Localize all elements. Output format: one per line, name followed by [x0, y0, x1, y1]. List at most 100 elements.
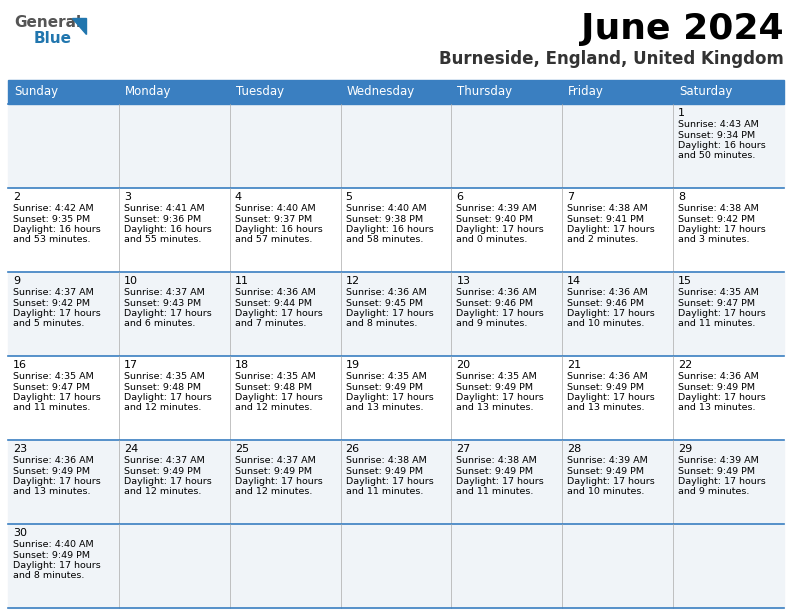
Text: 12: 12 [345, 276, 360, 286]
Text: 7: 7 [567, 192, 574, 202]
Text: and 13 minutes.: and 13 minutes. [456, 403, 534, 412]
Text: Friday: Friday [569, 86, 604, 99]
Text: and 12 minutes.: and 12 minutes. [234, 403, 312, 412]
Text: Tuesday: Tuesday [236, 86, 284, 99]
Text: Daylight: 16 hours: Daylight: 16 hours [345, 225, 433, 234]
Text: and 57 minutes.: and 57 minutes. [234, 236, 312, 245]
Text: Sunday: Sunday [14, 86, 58, 99]
Text: Sunrise: 4:35 AM: Sunrise: 4:35 AM [678, 288, 759, 297]
Text: Daylight: 16 hours: Daylight: 16 hours [234, 225, 322, 234]
Text: Sunrise: 4:40 AM: Sunrise: 4:40 AM [13, 540, 93, 549]
Text: Sunrise: 4:38 AM: Sunrise: 4:38 AM [345, 456, 426, 465]
Text: 1: 1 [678, 108, 685, 118]
Text: 23: 23 [13, 444, 27, 454]
Text: Daylight: 17 hours: Daylight: 17 hours [124, 309, 211, 318]
Text: Daylight: 17 hours: Daylight: 17 hours [567, 309, 655, 318]
Text: and 10 minutes.: and 10 minutes. [567, 319, 645, 329]
Text: Sunrise: 4:35 AM: Sunrise: 4:35 AM [345, 372, 426, 381]
Text: Sunset: 9:46 PM: Sunset: 9:46 PM [567, 299, 644, 307]
Text: 9: 9 [13, 276, 20, 286]
Text: Daylight: 17 hours: Daylight: 17 hours [456, 477, 544, 486]
Bar [8, 188, 784, 272]
Text: Sunset: 9:49 PM: Sunset: 9:49 PM [13, 551, 90, 559]
Text: Sunrise: 4:38 AM: Sunrise: 4:38 AM [567, 204, 648, 213]
Text: Sunrise: 4:35 AM: Sunrise: 4:35 AM [124, 372, 204, 381]
Text: Sunset: 9:49 PM: Sunset: 9:49 PM [567, 466, 644, 476]
Text: Sunset: 9:49 PM: Sunset: 9:49 PM [345, 382, 423, 392]
Text: and 8 minutes.: and 8 minutes. [13, 572, 85, 581]
Text: and 13 minutes.: and 13 minutes. [345, 403, 423, 412]
Text: Sunset: 9:47 PM: Sunset: 9:47 PM [678, 299, 755, 307]
Text: and 2 minutes.: and 2 minutes. [567, 236, 638, 245]
Text: Sunset: 9:43 PM: Sunset: 9:43 PM [124, 299, 201, 307]
Text: 8: 8 [678, 192, 685, 202]
Text: Daylight: 16 hours: Daylight: 16 hours [678, 141, 766, 150]
Text: and 12 minutes.: and 12 minutes. [124, 488, 201, 496]
Text: 18: 18 [234, 360, 249, 370]
Text: 11: 11 [234, 276, 249, 286]
Text: Sunset: 9:42 PM: Sunset: 9:42 PM [678, 214, 755, 223]
Text: 5: 5 [345, 192, 352, 202]
Text: Daylight: 17 hours: Daylight: 17 hours [345, 393, 433, 402]
Text: Sunset: 9:41 PM: Sunset: 9:41 PM [567, 214, 644, 223]
Text: Sunrise: 4:37 AM: Sunrise: 4:37 AM [234, 456, 315, 465]
Bar [8, 356, 784, 440]
Text: Daylight: 16 hours: Daylight: 16 hours [13, 225, 101, 234]
Text: Sunrise: 4:37 AM: Sunrise: 4:37 AM [124, 288, 204, 297]
Text: General: General [14, 15, 81, 30]
Text: Sunrise: 4:41 AM: Sunrise: 4:41 AM [124, 204, 204, 213]
Text: Daylight: 17 hours: Daylight: 17 hours [567, 477, 655, 486]
Text: and 12 minutes.: and 12 minutes. [124, 403, 201, 412]
Text: Saturday: Saturday [680, 86, 733, 99]
Text: Sunset: 9:49 PM: Sunset: 9:49 PM [345, 466, 423, 476]
Text: Sunset: 9:49 PM: Sunset: 9:49 PM [456, 382, 534, 392]
Text: Sunset: 9:42 PM: Sunset: 9:42 PM [13, 299, 90, 307]
Text: 29: 29 [678, 444, 692, 454]
Text: Sunset: 9:49 PM: Sunset: 9:49 PM [13, 466, 90, 476]
Text: Sunrise: 4:40 AM: Sunrise: 4:40 AM [234, 204, 315, 213]
Text: 25: 25 [234, 444, 249, 454]
Text: Sunset: 9:44 PM: Sunset: 9:44 PM [234, 299, 312, 307]
Text: Sunrise: 4:36 AM: Sunrise: 4:36 AM [567, 372, 648, 381]
Text: Sunset: 9:49 PM: Sunset: 9:49 PM [234, 466, 312, 476]
Text: Sunset: 9:49 PM: Sunset: 9:49 PM [567, 382, 644, 392]
Text: Sunrise: 4:38 AM: Sunrise: 4:38 AM [678, 204, 759, 213]
Text: 13: 13 [456, 276, 470, 286]
Text: and 13 minutes.: and 13 minutes. [678, 403, 756, 412]
Polygon shape [72, 18, 86, 34]
Text: and 13 minutes.: and 13 minutes. [13, 488, 90, 496]
Text: Thursday: Thursday [458, 86, 512, 99]
Text: Sunset: 9:48 PM: Sunset: 9:48 PM [234, 382, 312, 392]
Text: Sunrise: 4:36 AM: Sunrise: 4:36 AM [345, 288, 426, 297]
Text: Sunrise: 4:38 AM: Sunrise: 4:38 AM [456, 456, 537, 465]
Bar [8, 440, 784, 524]
Text: Sunrise: 4:36 AM: Sunrise: 4:36 AM [678, 372, 759, 381]
Text: Blue: Blue [34, 31, 72, 46]
Text: Daylight: 17 hours: Daylight: 17 hours [13, 477, 101, 486]
Text: and 12 minutes.: and 12 minutes. [234, 488, 312, 496]
Text: and 3 minutes.: and 3 minutes. [678, 236, 750, 245]
Text: Sunset: 9:46 PM: Sunset: 9:46 PM [456, 299, 534, 307]
Text: and 7 minutes.: and 7 minutes. [234, 319, 306, 329]
Text: Daylight: 17 hours: Daylight: 17 hours [234, 477, 322, 486]
Text: Sunrise: 4:42 AM: Sunrise: 4:42 AM [13, 204, 93, 213]
Text: 14: 14 [567, 276, 581, 286]
Text: Sunset: 9:48 PM: Sunset: 9:48 PM [124, 382, 201, 392]
Text: and 55 minutes.: and 55 minutes. [124, 236, 201, 245]
Text: Daylight: 17 hours: Daylight: 17 hours [234, 393, 322, 402]
Text: Daylight: 17 hours: Daylight: 17 hours [678, 309, 766, 318]
Text: Sunset: 9:34 PM: Sunset: 9:34 PM [678, 130, 756, 140]
Bar [8, 104, 784, 188]
Text: 3: 3 [124, 192, 131, 202]
Text: June 2024: June 2024 [581, 12, 784, 46]
Text: Sunrise: 4:43 AM: Sunrise: 4:43 AM [678, 120, 759, 129]
Text: Daylight: 17 hours: Daylight: 17 hours [678, 477, 766, 486]
Text: 19: 19 [345, 360, 360, 370]
Text: Sunrise: 4:40 AM: Sunrise: 4:40 AM [345, 204, 426, 213]
Text: Sunset: 9:49 PM: Sunset: 9:49 PM [678, 382, 755, 392]
Text: 27: 27 [456, 444, 470, 454]
Text: Daylight: 17 hours: Daylight: 17 hours [456, 393, 544, 402]
Text: Daylight: 17 hours: Daylight: 17 hours [567, 393, 655, 402]
Text: Sunrise: 4:36 AM: Sunrise: 4:36 AM [567, 288, 648, 297]
Text: Daylight: 17 hours: Daylight: 17 hours [456, 225, 544, 234]
